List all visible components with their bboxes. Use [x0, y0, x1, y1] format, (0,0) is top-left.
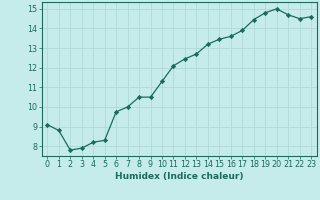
X-axis label: Humidex (Indice chaleur): Humidex (Indice chaleur) [115, 172, 244, 181]
